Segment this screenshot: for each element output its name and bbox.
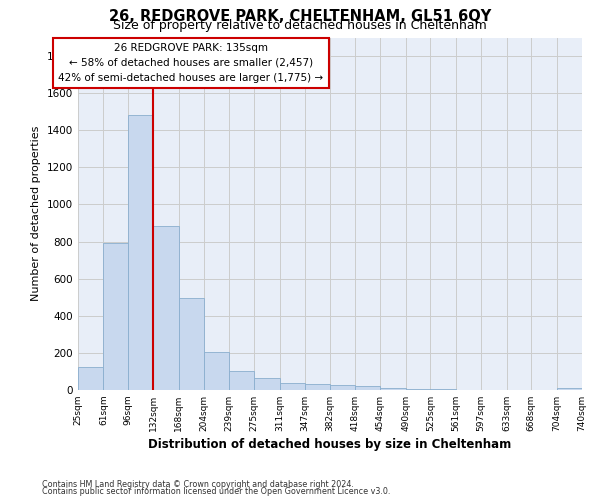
Bar [280, 382, 305, 390]
Text: 26 REDGROVE PARK: 135sqm
← 58% of detached houses are smaller (2,457)
42% of sem: 26 REDGROVE PARK: 135sqm ← 58% of detach… [58, 43, 323, 82]
Bar [78, 367, 103, 390]
Bar [329, 386, 355, 390]
Bar [204, 352, 229, 390]
Bar [128, 116, 154, 390]
Text: Contains public sector information licensed under the Open Government Licence v3: Contains public sector information licen… [42, 487, 391, 496]
X-axis label: Distribution of detached houses by size in Cheltenham: Distribution of detached houses by size … [148, 438, 512, 451]
Bar [179, 298, 204, 390]
Bar [305, 384, 329, 390]
Bar [154, 226, 179, 390]
Text: Size of property relative to detached houses in Cheltenham: Size of property relative to detached ho… [113, 18, 487, 32]
Y-axis label: Number of detached properties: Number of detached properties [31, 126, 41, 302]
Text: Contains HM Land Registry data © Crown copyright and database right 2024.: Contains HM Land Registry data © Crown c… [42, 480, 354, 489]
Bar [406, 389, 430, 390]
Bar [103, 242, 128, 390]
Text: 26, REDGROVE PARK, CHELTENHAM, GL51 6QY: 26, REDGROVE PARK, CHELTENHAM, GL51 6QY [109, 9, 491, 24]
Bar [229, 370, 254, 390]
Bar [557, 388, 582, 390]
Bar [380, 388, 406, 390]
Bar [254, 378, 280, 390]
Bar [355, 386, 380, 390]
